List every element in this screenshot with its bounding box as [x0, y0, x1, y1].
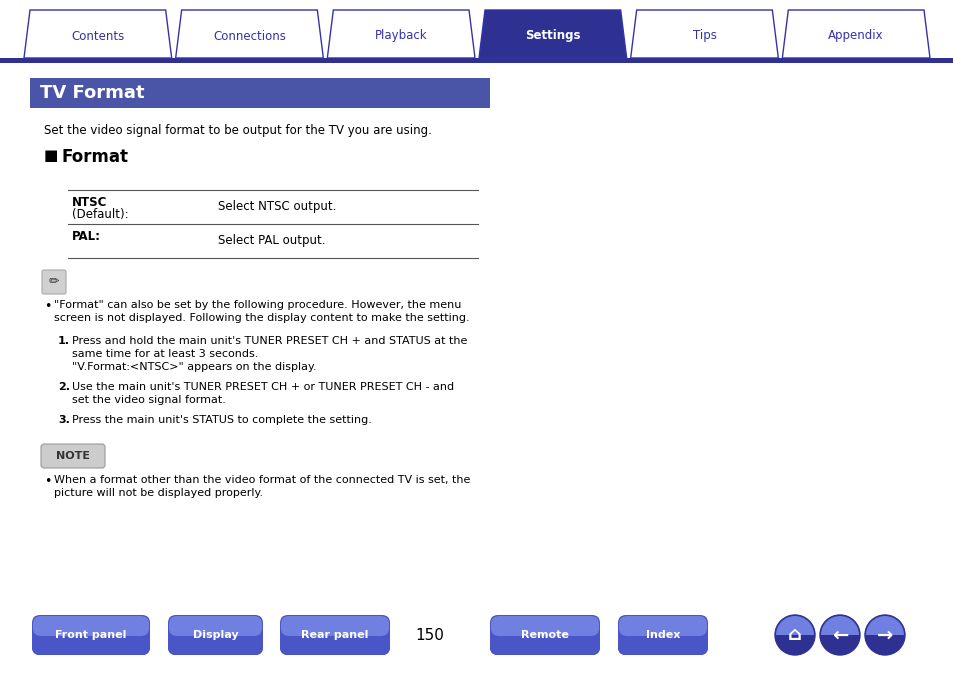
Text: Contents: Contents	[71, 30, 124, 42]
Polygon shape	[781, 10, 929, 58]
Text: Front panel: Front panel	[55, 630, 127, 640]
Text: Appendix: Appendix	[827, 30, 883, 42]
FancyBboxPatch shape	[168, 615, 263, 655]
FancyBboxPatch shape	[32, 615, 150, 655]
FancyBboxPatch shape	[41, 444, 105, 468]
Text: Playback: Playback	[375, 30, 427, 42]
Text: 2.: 2.	[58, 382, 70, 392]
Text: Connections: Connections	[213, 30, 286, 42]
FancyBboxPatch shape	[280, 615, 390, 655]
Polygon shape	[175, 10, 323, 58]
Text: Set the video signal format to be output for the TV you are using.: Set the video signal format to be output…	[44, 124, 432, 137]
Bar	[0, 58, 953, 63]
Text: Format: Format	[62, 148, 129, 166]
Text: →: →	[876, 625, 892, 645]
Text: NTSC: NTSC	[71, 196, 108, 209]
Text: •: •	[44, 300, 51, 313]
Text: same time for at least 3 seconds.: same time for at least 3 seconds.	[71, 349, 258, 359]
Text: Press the main unit's STATUS to complete the setting.: Press the main unit's STATUS to complete…	[71, 415, 372, 425]
FancyBboxPatch shape	[169, 616, 262, 636]
Text: •: •	[44, 475, 51, 488]
FancyBboxPatch shape	[32, 635, 150, 655]
Text: "Format" can also be set by the following procedure. However, the menu: "Format" can also be set by the followin…	[54, 300, 461, 310]
Wedge shape	[775, 616, 813, 635]
Polygon shape	[630, 10, 778, 58]
Text: TV Format: TV Format	[40, 84, 144, 102]
FancyBboxPatch shape	[280, 635, 390, 655]
Wedge shape	[865, 616, 903, 635]
Circle shape	[820, 615, 859, 655]
FancyBboxPatch shape	[168, 635, 263, 655]
Circle shape	[774, 615, 814, 655]
Text: Press and hold the main unit's TUNER PRESET CH + and STATUS at the: Press and hold the main unit's TUNER PRE…	[71, 336, 467, 346]
FancyBboxPatch shape	[490, 615, 599, 655]
FancyBboxPatch shape	[42, 270, 66, 294]
FancyBboxPatch shape	[618, 615, 707, 655]
Text: "V.Format:<NTSC>" appears on the display.: "V.Format:<NTSC>" appears on the display…	[71, 362, 316, 372]
Text: Use the main unit's TUNER PRESET CH + or TUNER PRESET CH - and: Use the main unit's TUNER PRESET CH + or…	[71, 382, 454, 392]
Text: ✏: ✏	[49, 275, 59, 289]
Text: Display: Display	[193, 630, 238, 640]
Wedge shape	[821, 616, 858, 635]
Text: 1.: 1.	[58, 336, 70, 346]
FancyBboxPatch shape	[33, 616, 149, 636]
Text: Rear panel: Rear panel	[301, 630, 368, 640]
FancyBboxPatch shape	[618, 635, 707, 655]
Text: set the video signal format.: set the video signal format.	[71, 395, 226, 405]
Text: Remote: Remote	[520, 630, 568, 640]
Text: ⌂: ⌂	[787, 625, 801, 645]
Text: Index: Index	[645, 630, 679, 640]
Text: Tips: Tips	[692, 30, 716, 42]
FancyBboxPatch shape	[490, 635, 599, 655]
FancyBboxPatch shape	[281, 616, 389, 636]
Text: NOTE: NOTE	[56, 451, 90, 461]
FancyBboxPatch shape	[491, 616, 598, 636]
Text: 3.: 3.	[58, 415, 70, 425]
Text: Settings: Settings	[524, 30, 580, 42]
FancyBboxPatch shape	[618, 616, 706, 636]
Text: ■: ■	[44, 148, 58, 163]
Bar	[30, 78, 490, 108]
Text: Select NTSC output.: Select NTSC output.	[218, 200, 336, 213]
Text: PAL:: PAL:	[71, 230, 101, 243]
Polygon shape	[478, 10, 626, 58]
Text: picture will not be displayed properly.: picture will not be displayed properly.	[54, 488, 263, 498]
Polygon shape	[24, 10, 172, 58]
Text: When a format other than the video format of the connected TV is set, the: When a format other than the video forma…	[54, 475, 470, 485]
Polygon shape	[327, 10, 475, 58]
Circle shape	[864, 615, 904, 655]
Text: 150: 150	[416, 627, 444, 643]
Text: screen is not displayed. Following the display content to make the setting.: screen is not displayed. Following the d…	[54, 313, 469, 323]
Text: (Default):: (Default):	[71, 208, 129, 221]
Text: Select PAL output.: Select PAL output.	[218, 234, 325, 247]
Text: ←: ←	[831, 625, 847, 645]
